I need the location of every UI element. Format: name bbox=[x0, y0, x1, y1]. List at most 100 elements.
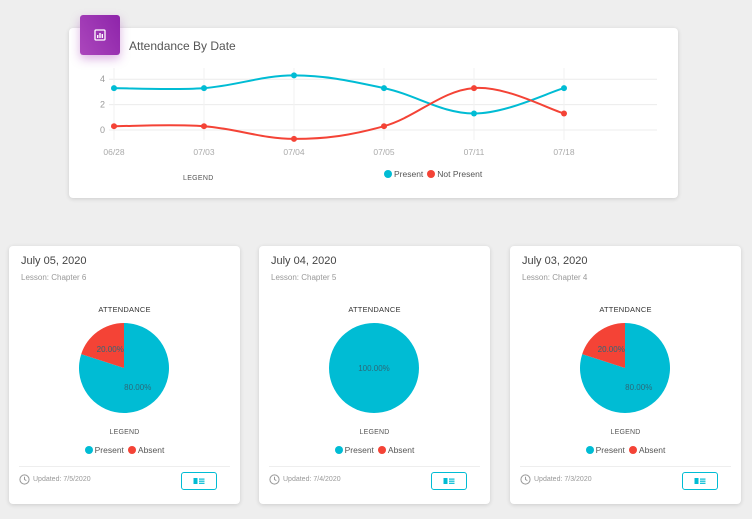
view-details-button[interactable] bbox=[682, 472, 718, 490]
pie-slice-absent[interactable] bbox=[81, 323, 124, 368]
data-point[interactable] bbox=[111, 85, 117, 92]
x-tick-label: 06/28 bbox=[103, 147, 125, 157]
chart-legend-title: LEGEND bbox=[183, 175, 214, 182]
legend-present-label: Present bbox=[595, 445, 625, 455]
data-point[interactable] bbox=[201, 85, 207, 92]
legend-absent-swatch bbox=[628, 446, 637, 454]
pie-legend-title: LEGEND bbox=[359, 429, 390, 436]
updated-info: Updated: 7/3/2020 bbox=[520, 474, 592, 485]
y-tick-label: 2 bbox=[100, 100, 105, 110]
legend-not-present-label: Not Present bbox=[437, 169, 483, 179]
attendance-title: ATTENDANCE bbox=[348, 305, 401, 314]
pie-value-label: 20.00% bbox=[598, 345, 625, 354]
line-chart-legend: Present Not Present bbox=[384, 169, 482, 179]
legend-present-label: Present bbox=[94, 445, 124, 455]
x-tick-label: 07/11 bbox=[464, 147, 485, 157]
x-tick-label: 07/03 bbox=[193, 147, 215, 157]
legend-present: Present bbox=[334, 445, 374, 455]
card-divider bbox=[520, 466, 731, 467]
updated-text: Updated: 7/4/2020 bbox=[283, 476, 341, 483]
pie-legend-title: LEGEND bbox=[610, 429, 641, 436]
clock-icon bbox=[520, 474, 531, 485]
updated-info: Updated: 7/4/2020 bbox=[269, 474, 341, 485]
legend-absent-label: Absent bbox=[638, 445, 666, 455]
legend-present: Present bbox=[384, 169, 423, 179]
data-point[interactable] bbox=[381, 85, 387, 92]
legend-absent: Absent bbox=[377, 445, 415, 455]
lesson-date: July 05, 2020 bbox=[21, 255, 87, 267]
y-tick-label: 4 bbox=[100, 74, 105, 84]
pie-value-label: 80.00% bbox=[625, 383, 652, 392]
lesson-card: July 03, 2020 Lesson: Chapter 4 ATTENDAN… bbox=[510, 246, 741, 504]
legend-present-swatch bbox=[84, 446, 93, 454]
card-divider bbox=[19, 466, 230, 467]
id-card-icon bbox=[443, 478, 455, 484]
data-point[interactable] bbox=[471, 110, 477, 117]
id-card-icon bbox=[193, 478, 205, 484]
legend-present: Present bbox=[585, 445, 625, 455]
lesson-name: Lesson: Chapter 6 bbox=[21, 273, 87, 282]
attendance-title: ATTENDANCE bbox=[98, 305, 151, 314]
id-card-icon bbox=[694, 478, 706, 484]
lesson-name: Lesson: Chapter 4 bbox=[522, 273, 588, 282]
legend-absent-swatch bbox=[127, 446, 136, 454]
lesson-name: Lesson: Chapter 5 bbox=[271, 273, 337, 282]
pie-slice-present[interactable] bbox=[329, 323, 419, 413]
y-tick-label: 0 bbox=[100, 125, 105, 135]
data-point[interactable] bbox=[381, 123, 387, 130]
pie-value-label: 80.00% bbox=[124, 383, 151, 392]
attendance-pie-chart: 80.00% 20.00% bbox=[580, 323, 670, 413]
legend-absent-label: Absent bbox=[137, 445, 165, 455]
x-tick-label: 07/05 bbox=[373, 147, 395, 157]
data-point[interactable] bbox=[201, 123, 207, 130]
view-details-button[interactable] bbox=[181, 472, 217, 490]
attendance-pie-chart: 100.00% bbox=[329, 323, 419, 413]
series-line-not-present bbox=[113, 87, 565, 140]
legend-absent-label: Absent bbox=[387, 445, 415, 455]
pie-value-label: 100.00% bbox=[358, 364, 390, 373]
attendance-title: ATTENDANCE bbox=[599, 305, 652, 314]
pie-legend: Present Absent bbox=[510, 445, 741, 455]
pie-legend: Present Absent bbox=[259, 445, 490, 455]
data-point[interactable] bbox=[561, 85, 567, 92]
attendance-chart-card bbox=[69, 28, 678, 198]
legend-present-label: Present bbox=[344, 445, 374, 455]
clock-icon bbox=[269, 474, 280, 485]
legend-absent: Absent bbox=[127, 445, 165, 455]
lesson-card: July 05, 2020 Lesson: Chapter 6 ATTENDAN… bbox=[9, 246, 240, 504]
updated-info: Updated: 7/5/2020 bbox=[19, 474, 91, 485]
updated-text: Updated: 7/3/2020 bbox=[534, 476, 592, 483]
x-tick-label: 07/18 bbox=[553, 147, 575, 157]
bar-chart-icon bbox=[80, 15, 120, 55]
card-divider bbox=[269, 466, 480, 467]
lesson-card: July 04, 2020 Lesson: Chapter 5 ATTENDAN… bbox=[259, 246, 490, 504]
chart-title: Attendance By Date bbox=[129, 39, 236, 53]
data-point[interactable] bbox=[291, 135, 297, 142]
x-tick-label: 07/04 bbox=[283, 147, 305, 157]
data-point[interactable] bbox=[471, 85, 477, 92]
attendance-line-chart: 0 2 4 06/28 07/03 07/04 07/05 07/11 07/18 bbox=[100, 68, 657, 157]
data-point[interactable] bbox=[111, 123, 117, 130]
series-line-present bbox=[113, 74, 565, 115]
legend-present-swatch bbox=[384, 170, 392, 178]
legend-present-label: Present bbox=[394, 169, 424, 179]
legend-absent-swatch bbox=[377, 446, 386, 454]
lesson-date: July 03, 2020 bbox=[522, 255, 588, 267]
lesson-date: July 04, 2020 bbox=[271, 255, 337, 267]
pie-value-label: 20.00% bbox=[97, 345, 124, 354]
legend-present-swatch bbox=[585, 446, 594, 454]
legend-absent: Absent bbox=[628, 445, 666, 455]
clock-icon bbox=[19, 474, 30, 485]
updated-text: Updated: 7/5/2020 bbox=[33, 476, 91, 483]
legend-present-swatch bbox=[334, 446, 343, 454]
legend-not-present-swatch bbox=[427, 170, 436, 178]
pie-legend-title: LEGEND bbox=[109, 429, 140, 436]
pie-legend: Present Absent bbox=[9, 445, 240, 455]
attendance-pie-chart: 80.00% 20.00% bbox=[79, 323, 169, 413]
data-point[interactable] bbox=[291, 72, 297, 79]
pie-slice-absent[interactable] bbox=[582, 323, 625, 368]
legend-not-present: Not Present bbox=[427, 169, 482, 179]
view-details-button[interactable] bbox=[431, 472, 467, 490]
legend-present: Present bbox=[84, 445, 124, 455]
data-point[interactable] bbox=[561, 110, 567, 117]
